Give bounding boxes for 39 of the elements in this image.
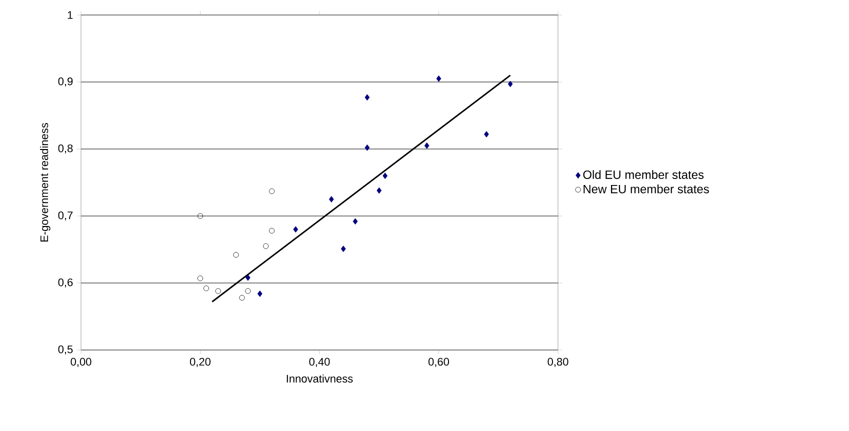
point: [197, 213, 204, 219]
point: [364, 144, 370, 151]
y-axis-title: E-government readiness: [40, 123, 50, 242]
x-tick-label: 0,20: [190, 358, 211, 367]
x-axis-title: Innovativness: [286, 374, 353, 383]
point: [340, 246, 346, 252]
point: [484, 131, 489, 138]
point: [197, 276, 204, 282]
y-tick-label: 0,7: [58, 211, 73, 221]
point: [233, 252, 239, 258]
point: [239, 294, 245, 301]
y-tick-label: 0,8: [58, 144, 73, 154]
point: [257, 290, 262, 297]
point: [364, 94, 370, 101]
legend-label: New EU member states: [584, 184, 709, 194]
point: [382, 172, 388, 179]
y-tick-label: 0,5: [58, 345, 73, 355]
x-tick-label: 0,00: [70, 358, 92, 367]
point: [269, 228, 275, 234]
x-tick-label: 0,40: [309, 358, 330, 367]
point: [508, 80, 513, 88]
point: [376, 187, 382, 194]
x-tick-label: 0,60: [428, 358, 450, 367]
x-tick-label: 0,80: [548, 358, 568, 367]
y-tick-label: 0,6: [58, 278, 73, 288]
legend-label: Old EU member states: [583, 170, 704, 179]
point: [436, 75, 442, 82]
point: [293, 226, 298, 233]
point: [263, 243, 269, 249]
point: [328, 196, 334, 202]
point: [352, 218, 358, 225]
point: [424, 142, 430, 149]
point: [203, 286, 210, 292]
point: [215, 288, 221, 294]
y-tick-label: 1: [68, 11, 73, 19]
point: [245, 288, 251, 294]
point: [246, 274, 250, 281]
point: [269, 188, 275, 194]
y-tick-label: 0,9: [58, 77, 73, 87]
